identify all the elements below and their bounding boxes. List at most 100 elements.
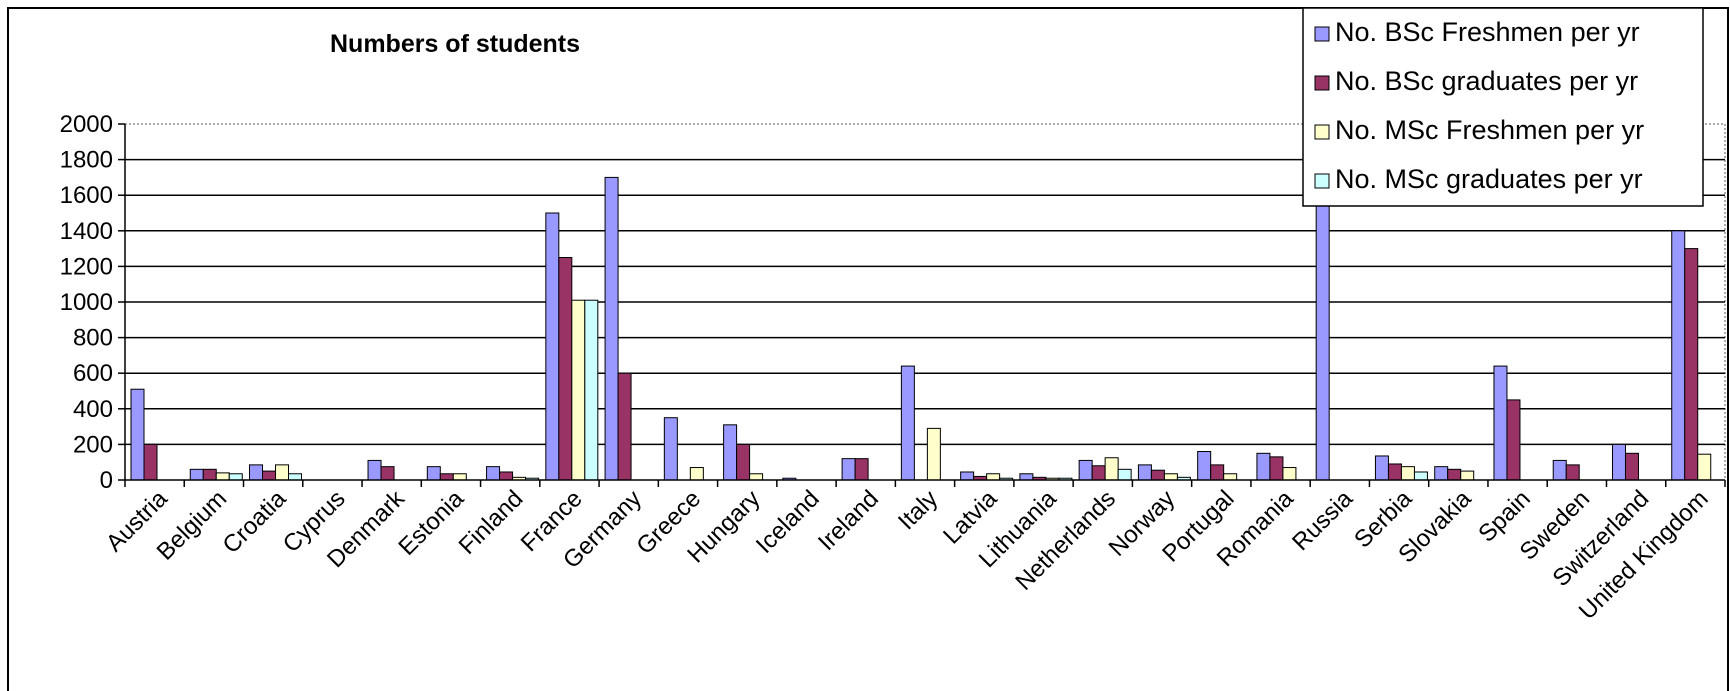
legend-label-0: No. BSc Freshmen per yr [1335,17,1640,47]
bar-croatia-series-3 [288,473,303,481]
bar-austria-series-0 [130,388,145,481]
bar-norway-series-2 [1163,473,1178,481]
bar-belgium-series-1 [202,468,217,481]
bar-croatia-series-0 [249,464,264,481]
bar-netherlands-series-3 [1117,468,1132,481]
bar-norway-series-0 [1137,464,1152,481]
bar-portugal-series-2 [1223,473,1238,481]
bar-portugal-series-1 [1210,464,1225,481]
x-tick-label-croatia: Croatia [218,485,292,559]
bar-serbia-series-1 [1387,463,1402,481]
bar-italy-series-0 [900,365,915,481]
bar-norway-series-1 [1150,469,1165,481]
legend-box [1302,7,1704,207]
bar-france-series-3 [584,299,599,481]
bar-finland-series-1 [499,471,514,481]
bar-estonia-series-2 [452,473,467,481]
bar-russia-series-0 [1315,159,1330,481]
x-tick-label-italy: Italy [893,485,943,535]
bar-estonia-series-0 [426,466,441,481]
bar-ireland-series-1 [854,458,869,481]
bar-belgium-series-0 [189,468,204,481]
bars [130,159,1712,481]
bar-serbia-series-2 [1400,466,1415,481]
y-tick-label: 2000 [60,111,113,138]
bar-united-kingdom-series-1 [1684,248,1699,481]
bar-belgium-series-3 [228,473,243,481]
chart-border [7,7,1729,691]
x-tick-label-russia: Russia [1287,485,1358,556]
bar-switzerland-series-0 [1611,443,1626,481]
legend-label-3: No. MSc graduates per yr [1335,164,1643,194]
legend-swatch-0 [1314,26,1330,42]
x-tick-label-iceland: Iceland [751,485,825,559]
bar-greece-series-2 [689,467,704,481]
y-tick-label: 800 [73,325,113,352]
bar-latvia-series-2 [986,473,1001,481]
bar-spain-series-1 [1506,399,1521,481]
x-tick-label-finland: Finland [454,485,529,560]
bar-portugal-series-0 [1197,451,1212,481]
bar-romania-series-1 [1269,456,1284,481]
bar-slovakia-series-1 [1447,468,1462,481]
bar-ireland-series-0 [841,458,856,481]
y-tick-label: 1800 [60,147,113,174]
x-tick-label-estonia: Estonia [393,485,469,561]
bar-slovakia-series-2 [1460,470,1475,481]
bar-greece-series-0 [663,417,678,481]
x-tick-labels: AustriaBelgiumCroatiaCyprusDenmarkEstoni… [101,484,1714,625]
bar-denmark-series-1 [380,466,395,481]
bar-netherlands-series-0 [1078,459,1093,481]
bar-netherlands-series-1 [1091,465,1106,481]
bar-finland-series-0 [486,466,501,481]
legend-swatch-3 [1314,173,1330,189]
bar-france-series-1 [558,257,573,481]
bar-france-series-0 [545,212,560,481]
bar-romania-series-0 [1256,452,1271,481]
bar-estonia-series-1 [439,473,454,481]
bar-germany-series-0 [604,176,619,481]
bar-lithuania-series-0 [1019,473,1034,481]
bar-italy-series-2 [926,427,941,481]
legend-swatch-1 [1314,75,1330,91]
bar-slovakia-series-0 [1434,466,1449,481]
bar-romania-series-2 [1282,467,1297,481]
y-tick-label: 1200 [60,253,113,280]
bar-croatia-series-1 [262,470,277,481]
legend-label-2: No. MSc Freshmen per yr [1335,115,1644,145]
y-tick-label: 1400 [60,218,113,245]
bar-denmark-series-0 [367,459,382,481]
bar-netherlands-series-2 [1104,457,1119,481]
bar-sweden-series-1 [1565,464,1580,481]
bar-austria-series-1 [143,443,158,481]
legend-label-1: No. BSc graduates per yr [1335,66,1638,96]
bar-sweden-series-0 [1552,459,1567,481]
bar-hungary-series-1 [736,443,751,481]
y-tick-label: 1600 [60,182,113,209]
bar-united-kingdom-series-0 [1671,230,1686,481]
legend: No. BSc Freshmen per yr No. BSc graduates… [1302,7,1704,207]
legend-swatch-2 [1314,124,1330,140]
x-tick-label-ireland: Ireland [813,485,884,556]
bar-switzerland-series-1 [1624,452,1639,481]
bar-hungary-series-0 [723,424,738,481]
bar-latvia-series-0 [960,471,975,481]
bar-spain-series-0 [1493,365,1508,481]
bar-serbia-series-3 [1413,471,1428,481]
bar-france-series-2 [571,299,586,481]
bar-belgium-series-2 [215,472,230,481]
bar-serbia-series-0 [1374,455,1389,481]
bar-united-kingdom-series-2 [1697,453,1712,481]
bar-hungary-series-2 [749,473,764,481]
bar-germany-series-1 [617,372,632,481]
y-tick-label: 400 [73,396,113,423]
y-tick-label: 600 [73,360,113,387]
axes: 0 200 400 600 800 1000 1200 1400 1600 1800 2000 [60,111,1726,494]
chart-title: Numbers of students [330,30,580,58]
y-tick-label: 0 [100,467,113,494]
y-tick-label: 1000 [60,289,113,316]
bar-croatia-series-2 [275,464,290,481]
y-tick-label: 200 [73,431,113,458]
